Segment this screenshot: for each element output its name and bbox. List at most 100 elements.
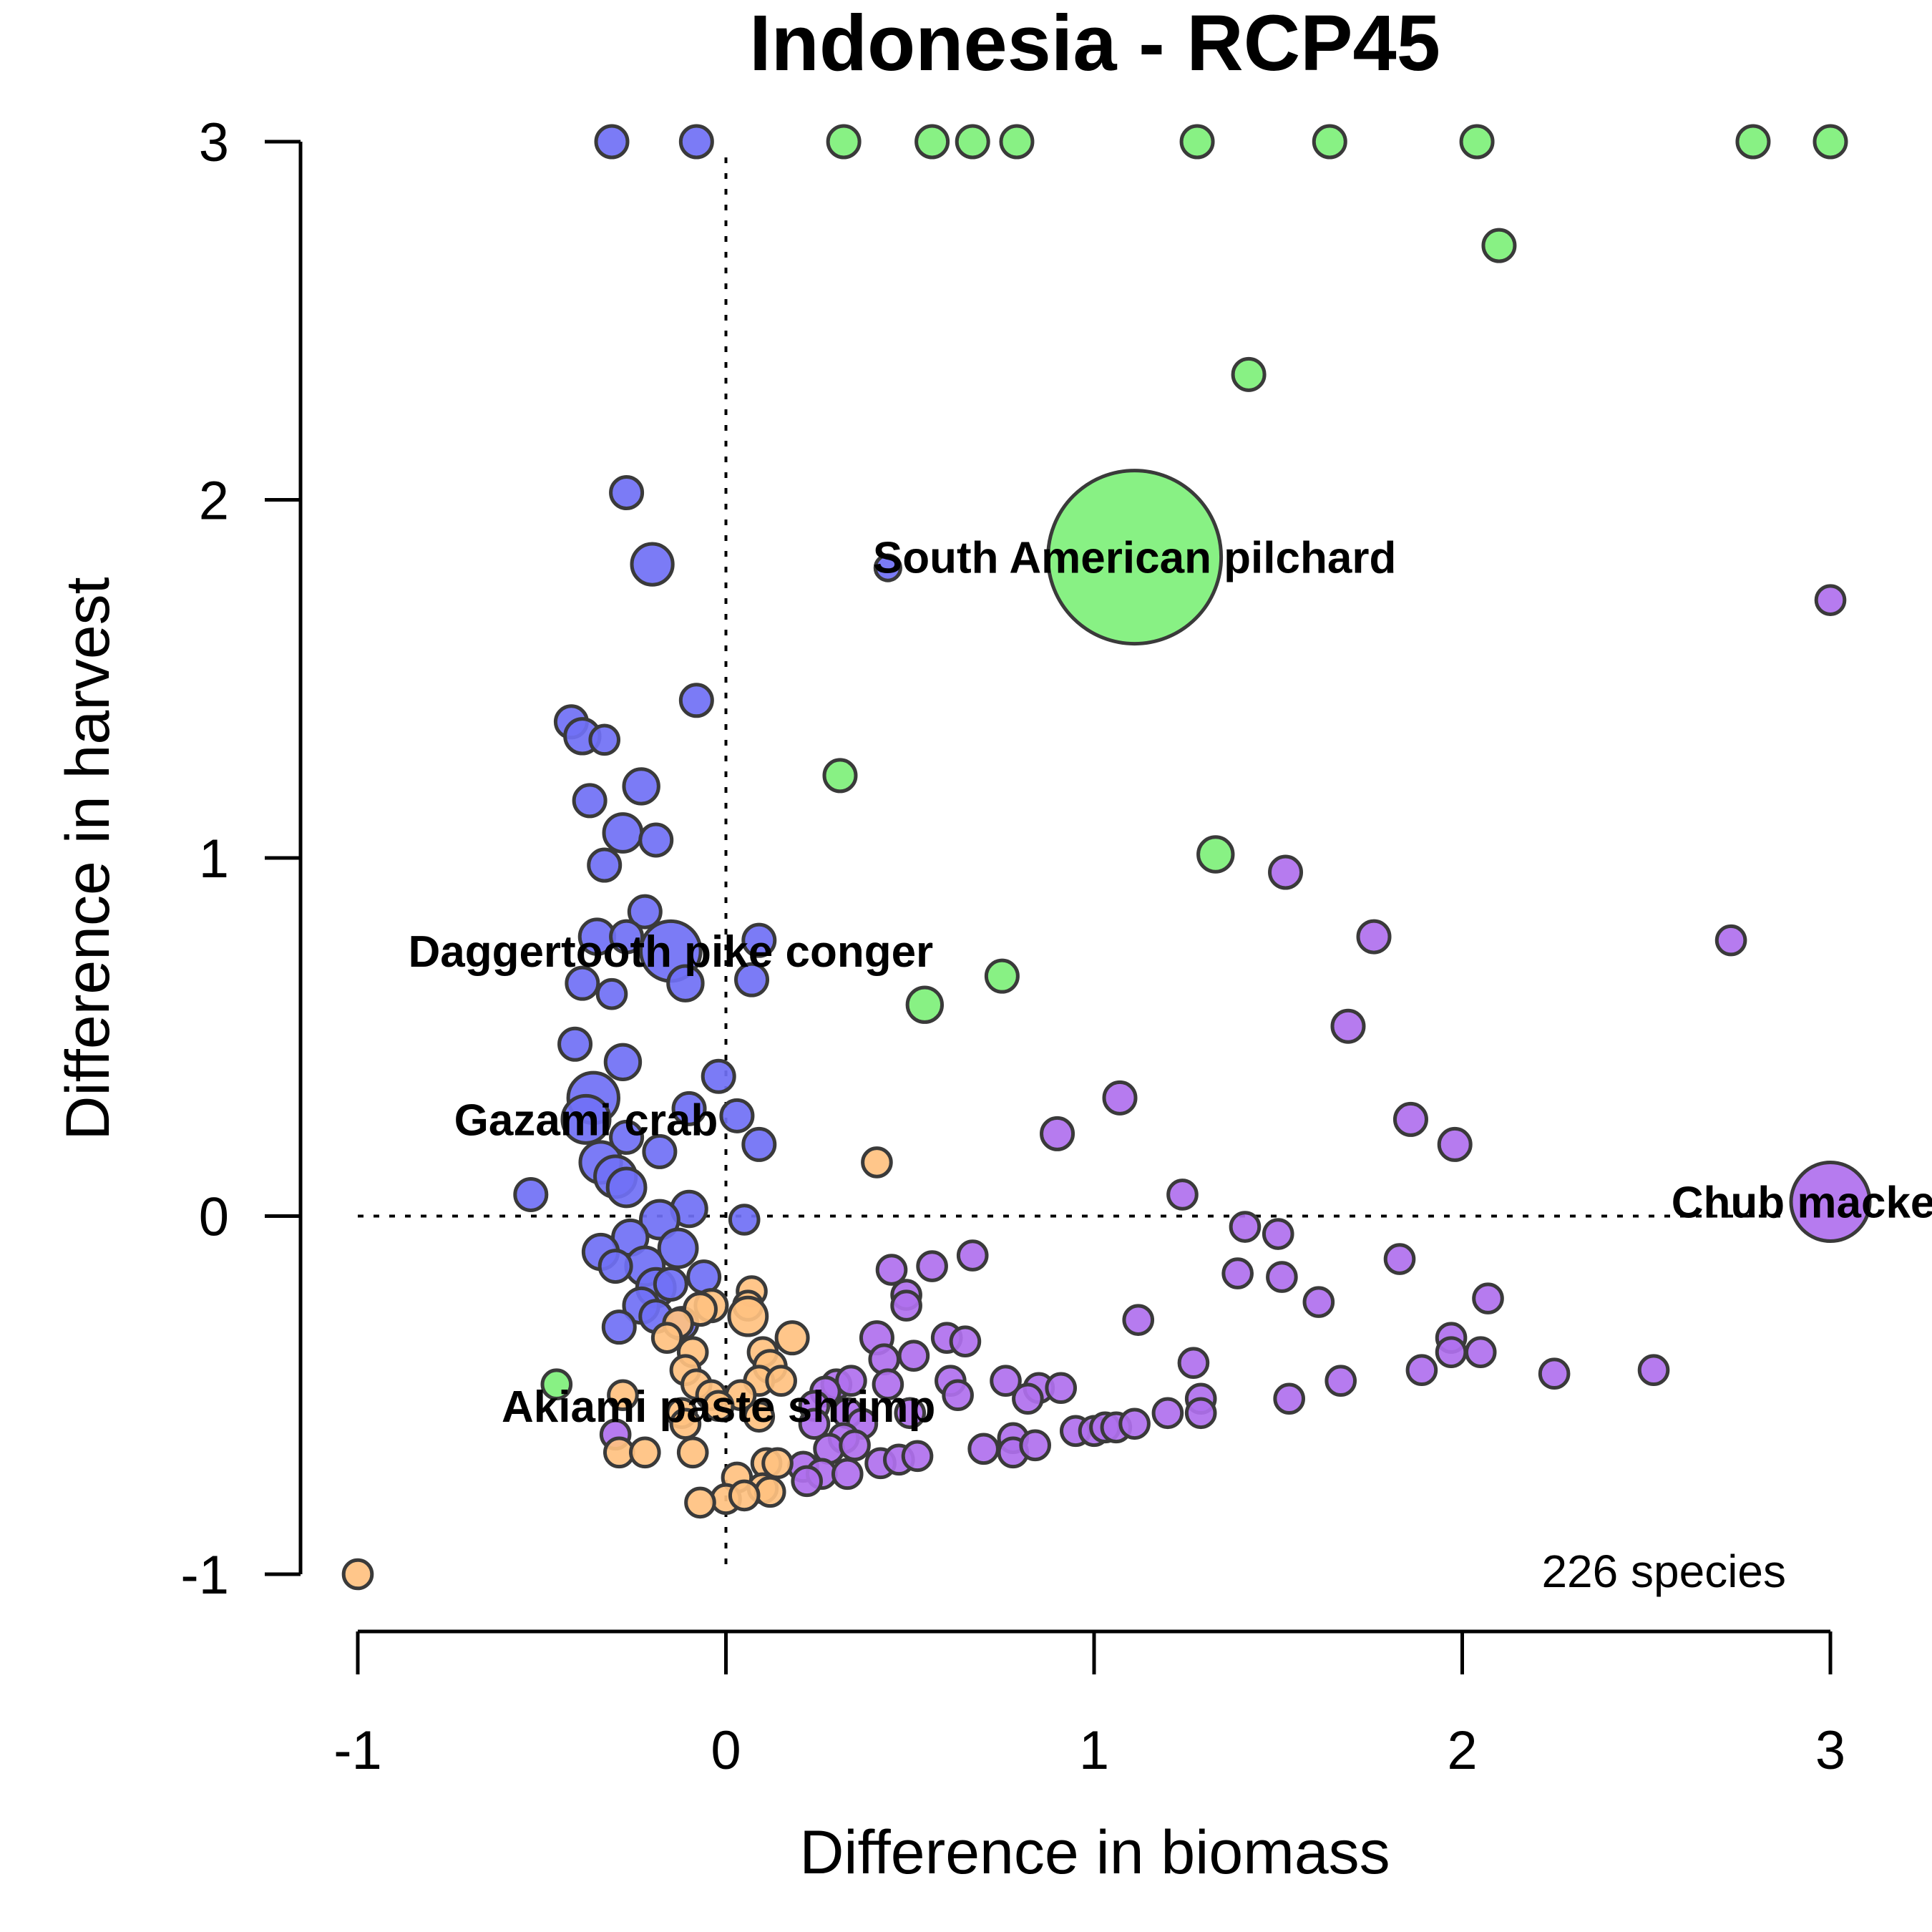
data-point-purple xyxy=(897,1340,930,1372)
data-point-purple xyxy=(890,1289,922,1322)
data-point-purple xyxy=(875,1254,908,1286)
data-point-green xyxy=(1813,124,1848,160)
data-point-blue xyxy=(588,723,621,756)
data-point-green xyxy=(1231,356,1267,392)
data-point-orange xyxy=(629,1436,661,1469)
x-tick-label: 3 xyxy=(1815,1720,1845,1781)
chart-title: Indonesia - RCP45 xyxy=(749,0,1440,87)
data-point-blue xyxy=(638,822,674,858)
species-label: Gazami crab xyxy=(454,1096,718,1145)
data-point-orange xyxy=(341,1558,374,1591)
y-tick-label: 2 xyxy=(199,471,229,532)
data-point-orange xyxy=(761,1447,794,1480)
data-point-purple xyxy=(942,1379,974,1412)
data-point-orange xyxy=(607,1379,639,1412)
data-point-blue xyxy=(653,1267,688,1302)
data-point-blue xyxy=(657,1227,699,1269)
data-point-blue xyxy=(560,1093,612,1145)
data-point-blue xyxy=(741,922,777,958)
y-tick-label: 3 xyxy=(199,112,229,173)
data-point-purple xyxy=(1184,1397,1217,1430)
data-point-blue xyxy=(603,1043,643,1081)
data-point-purple xyxy=(1266,1261,1298,1293)
data-point-blue xyxy=(622,767,660,806)
data-point-blue xyxy=(601,1309,637,1345)
data-point-blue xyxy=(678,683,714,718)
data-point-purple xyxy=(839,1429,871,1462)
data-point-green xyxy=(955,124,990,160)
data-point-green xyxy=(1312,124,1347,160)
data-point-purple xyxy=(1324,1365,1357,1397)
data-point-purple xyxy=(791,1465,823,1498)
data-point-purple xyxy=(1045,1372,1077,1405)
data-point-orange xyxy=(702,1390,735,1423)
data-point-green xyxy=(1459,124,1495,160)
data-point-purple xyxy=(1268,854,1304,890)
data-point-purple xyxy=(1166,1179,1199,1211)
data-point-green xyxy=(1046,469,1224,646)
x-tick-label: -1 xyxy=(333,1720,382,1781)
data-point-blue xyxy=(638,1199,680,1241)
species-label: Daggertooth pike conger xyxy=(408,927,933,977)
data-point-purple xyxy=(916,1250,948,1282)
data-point-purple xyxy=(1177,1347,1210,1380)
x-tick-label: 2 xyxy=(1447,1720,1477,1781)
data-point-blue xyxy=(587,847,623,883)
data-point-blue xyxy=(686,1259,722,1295)
data-point-purple xyxy=(1789,1160,1872,1243)
data-point-purple xyxy=(1151,1397,1184,1430)
data-point-orange xyxy=(669,1407,702,1440)
data-point-blue xyxy=(741,1126,777,1162)
data-point-blue xyxy=(609,474,645,510)
data-point-purple xyxy=(949,1325,982,1357)
species-labels: South American pilchard Daggertooth pike … xyxy=(408,534,1932,1432)
data-point-purple xyxy=(1330,1008,1366,1044)
data-point-green xyxy=(1179,124,1215,160)
data-point-orange xyxy=(684,1486,716,1519)
species-count-label: 226 species xyxy=(1541,1546,1786,1597)
data-point-purple xyxy=(1464,1336,1497,1368)
data-point-green xyxy=(999,124,1035,160)
data-point-blue xyxy=(609,1119,645,1155)
data-point-purple xyxy=(1392,1101,1428,1137)
data-point-blue xyxy=(678,124,714,160)
data-point-blue xyxy=(595,977,628,1010)
data-point-purple xyxy=(1435,1336,1468,1368)
data-point-purple xyxy=(1012,1382,1044,1415)
data-point-blue xyxy=(666,964,705,1002)
data-point-green xyxy=(826,124,862,160)
data-point-blue xyxy=(734,962,770,997)
data-point-purple xyxy=(872,1368,904,1401)
data-point-purple xyxy=(901,1440,934,1473)
data-point-purple xyxy=(894,1397,927,1430)
data-point-purple xyxy=(967,1433,1000,1465)
data-point-purple xyxy=(1814,584,1847,616)
data-point-green xyxy=(905,985,945,1024)
data-point-blue xyxy=(605,1166,648,1209)
data-point-purple xyxy=(831,1458,864,1491)
reference-lines xyxy=(358,157,1789,1574)
data-point-orange xyxy=(774,1320,810,1356)
data-point-blue xyxy=(728,1204,761,1236)
y-tick-label: 0 xyxy=(199,1187,229,1248)
data-points xyxy=(341,124,1872,1591)
data-point-blue xyxy=(630,542,675,587)
data-point-purple xyxy=(1019,1429,1051,1462)
data-point-blue xyxy=(701,1058,736,1094)
x-tick-label: 0 xyxy=(711,1720,741,1781)
data-point-green xyxy=(984,958,1020,994)
data-point-blue xyxy=(565,965,600,1001)
data-point-purple xyxy=(1472,1282,1504,1314)
data-point-blue xyxy=(594,124,630,160)
data-point-blue xyxy=(719,1098,755,1133)
data-point-blue xyxy=(627,894,663,930)
data-point-blue xyxy=(513,1176,549,1212)
data-point-blue xyxy=(572,783,608,819)
data-point-purple xyxy=(1714,924,1747,957)
data-point-blue xyxy=(671,1091,707,1126)
data-point-purple xyxy=(1383,1243,1416,1275)
data-point-purple xyxy=(1405,1354,1438,1387)
data-point-green xyxy=(1481,228,1517,263)
data-point-purple xyxy=(1040,1116,1075,1151)
data-point-orange xyxy=(753,1475,786,1508)
